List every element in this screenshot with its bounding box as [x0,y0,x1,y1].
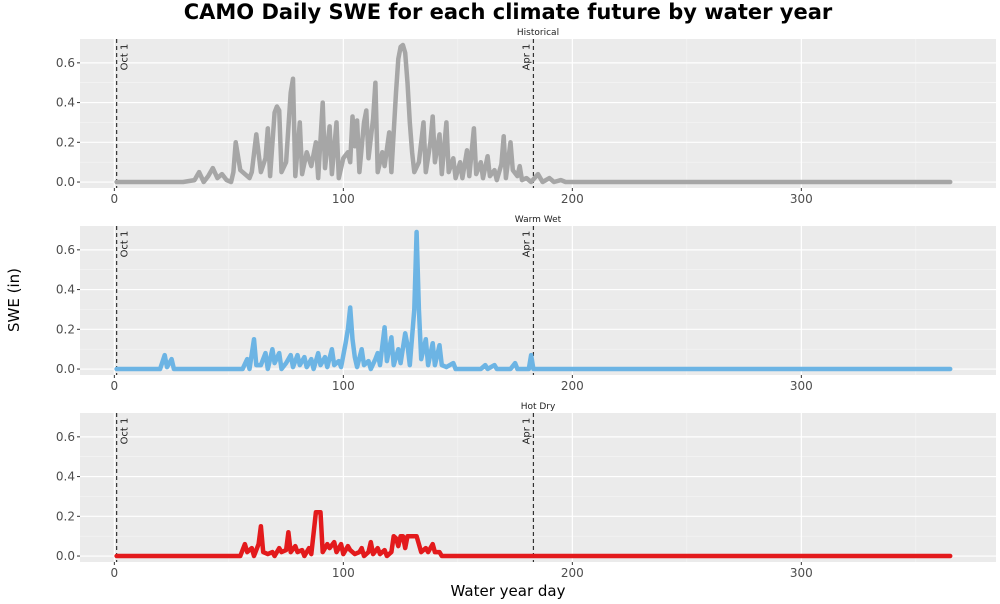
panel-hot-dry: 0 100 200 300 0.0 0.2 0.4 0.6 Hot Dry Oct 1 Apr 1 [56,402,996,580]
panel-title: Warm Wet [515,215,562,225]
x-tick-label: 100 [332,192,355,206]
y-tick-label: 0.4 [56,96,75,110]
series-line [114,510,953,559]
x-tick-label: 300 [790,192,813,206]
panel-warm-wet: 0 100 200 300 0.0 0.2 0.4 0.6 Warm Wet Oct 1 Apr 1 [56,215,996,393]
panel-background [80,413,996,562]
y-tick-label: 0.4 [56,470,75,484]
x-tick-label: 100 [332,379,355,393]
panel-background [80,226,996,375]
x-tick-label: 100 [332,566,355,580]
x-tick-label: 300 [790,379,813,393]
y-tick-label: 0.4 [56,283,75,297]
y-tick-label: 0.0 [56,175,75,189]
reference-line-label: Apr 1 [521,44,532,71]
panel-title: Hot Dry [521,402,556,412]
reference-line-label: Oct 1 [120,231,131,258]
x-tick-label: 200 [561,192,584,206]
x-tick-label: 300 [790,566,813,580]
panel-background [80,39,996,188]
x-tick-label: 0 [111,566,119,580]
reference-line-label: Apr 1 [521,231,532,258]
reference-line-label: Oct 1 [120,44,131,71]
chart-title: CAMO Daily SWE for each climate future b… [184,0,833,24]
x-axis-label: Water year day [451,582,566,600]
y-tick-label: 0.2 [56,322,75,336]
reference-line-label: Oct 1 [120,418,131,445]
x-tick-label: 200 [561,379,584,393]
panel-historical: 0 100 200 300 0.0 0.2 0.4 0.6 Historical Oct 1 Apr… [56,28,996,206]
x-tick-label: 0 [111,379,119,393]
y-tick-label: 0.2 [56,509,75,523]
panels: 0 100 200 300 0.0 0.2 0.4 0.6 Historical Oct 1 Apr… [56,28,996,580]
y-tick-label: 0.6 [56,430,75,444]
y-tick-label: 0.0 [56,362,75,376]
y-tick-label: 0.6 [56,56,75,70]
y-tick-label: 0.6 [56,243,75,257]
y-axis-label: SWE (in) [5,268,23,332]
series-line [114,42,953,185]
x-tick-label: 200 [561,566,584,580]
panel-title: Historical [517,28,559,38]
y-tick-label: 0.0 [56,549,75,563]
series-line [114,229,953,372]
reference-line-label: Apr 1 [521,418,532,445]
x-tick-label: 0 [111,192,119,206]
y-tick-label: 0.2 [56,135,75,149]
